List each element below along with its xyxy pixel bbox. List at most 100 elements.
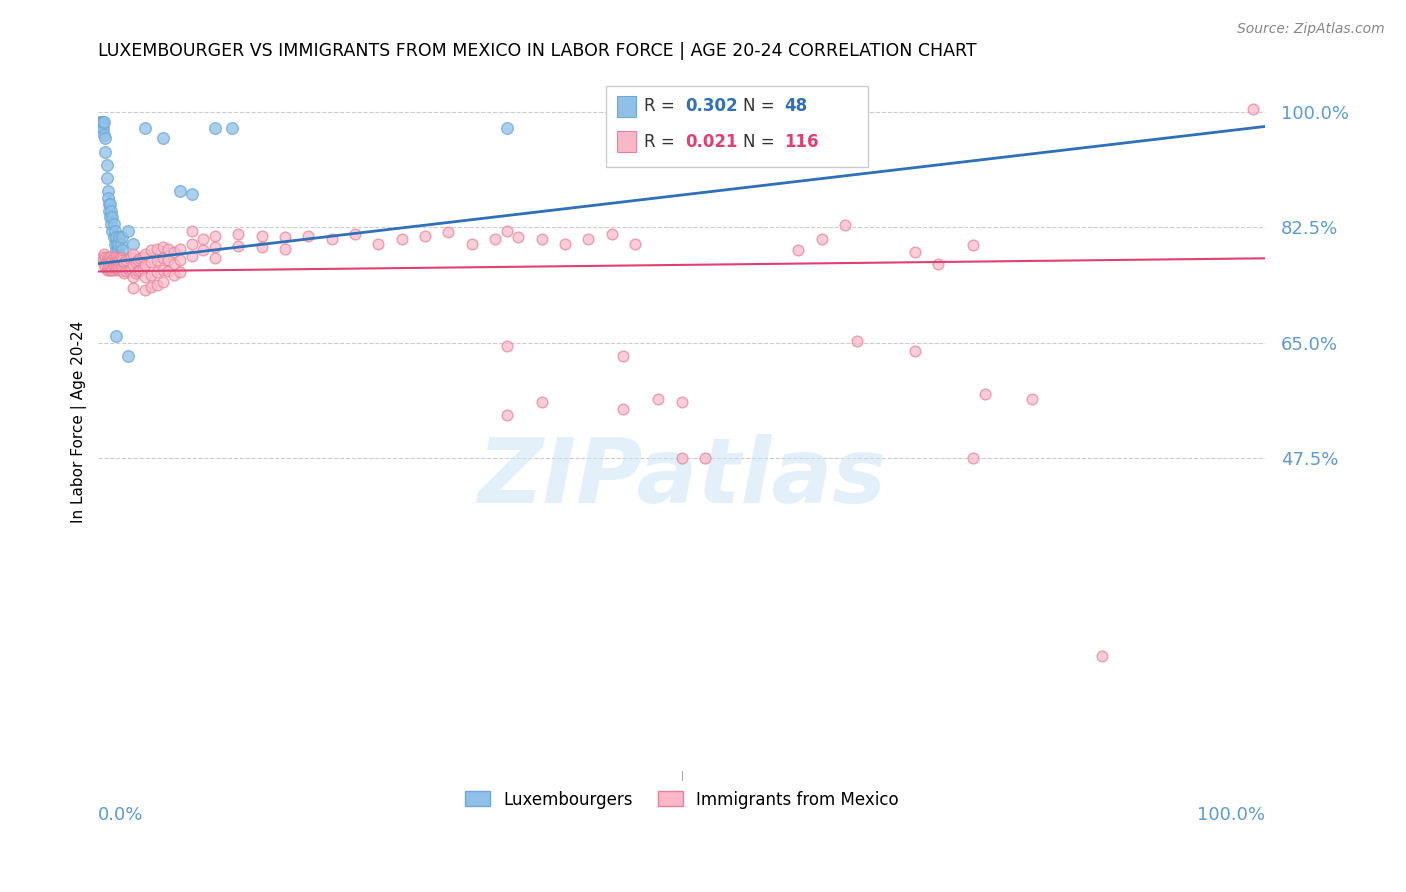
Point — [163, 256, 186, 270]
Point — [105, 250, 128, 264]
Point — [834, 219, 856, 233]
Point — [110, 252, 132, 266]
Point — [125, 255, 148, 269]
Point — [612, 401, 634, 416]
Point — [104, 329, 127, 343]
Point — [110, 261, 132, 276]
Point — [612, 349, 634, 363]
Point — [96, 158, 118, 172]
Point — [274, 230, 297, 244]
Point — [1241, 102, 1264, 116]
Point — [204, 240, 226, 254]
Point — [221, 121, 243, 136]
Point — [104, 236, 127, 251]
Point — [297, 228, 319, 243]
Point — [101, 211, 124, 225]
Point — [904, 244, 927, 259]
Point — [131, 250, 153, 264]
Point — [508, 230, 530, 244]
Text: R =: R = — [644, 133, 675, 151]
Point — [93, 256, 115, 270]
Point — [169, 253, 191, 268]
Point — [111, 244, 134, 258]
Point — [204, 252, 226, 266]
Point — [96, 253, 118, 268]
Point — [169, 184, 191, 198]
Point — [94, 145, 117, 159]
Point — [495, 408, 517, 422]
Point — [134, 121, 156, 136]
Point — [117, 349, 139, 363]
Point — [274, 242, 297, 256]
Point — [904, 343, 927, 358]
Point — [495, 339, 517, 353]
Point — [204, 228, 226, 243]
Point — [152, 131, 174, 145]
Text: Source: ZipAtlas.com: Source: ZipAtlas.com — [1237, 22, 1385, 37]
Point — [122, 258, 145, 272]
Point — [107, 252, 129, 266]
Point — [413, 228, 436, 243]
Text: 100.0%: 100.0% — [1197, 806, 1265, 824]
Point — [228, 239, 250, 253]
Point — [97, 263, 120, 277]
Point — [112, 255, 135, 269]
Point — [163, 244, 186, 259]
Point — [134, 258, 156, 272]
Point — [105, 253, 128, 268]
Point — [169, 265, 191, 279]
Point — [94, 250, 117, 264]
Point — [97, 184, 120, 198]
Point — [139, 279, 162, 293]
Point — [647, 392, 669, 406]
Point — [101, 263, 124, 277]
Point — [91, 115, 114, 129]
Point — [157, 264, 180, 278]
Point — [98, 250, 121, 264]
Point — [152, 263, 174, 277]
Point — [180, 187, 202, 202]
Point — [97, 253, 120, 268]
Text: ZIPatlas: ZIPatlas — [477, 434, 886, 522]
Point — [94, 131, 117, 145]
Point — [98, 260, 121, 274]
Point — [139, 244, 162, 258]
Point — [111, 264, 134, 278]
Point — [495, 224, 517, 238]
Point — [484, 231, 506, 245]
Point — [97, 191, 120, 205]
Text: 116: 116 — [785, 133, 818, 151]
Point — [117, 224, 139, 238]
Point — [97, 250, 120, 264]
Point — [118, 263, 141, 277]
Point — [94, 260, 117, 274]
Text: 48: 48 — [785, 97, 807, 115]
Point — [367, 236, 389, 251]
Point — [108, 250, 131, 264]
Point — [169, 242, 191, 256]
Point — [693, 450, 716, 465]
Point — [129, 263, 152, 277]
Point — [134, 269, 156, 284]
Text: 0.021: 0.021 — [685, 133, 738, 151]
Point — [104, 224, 127, 238]
Point — [111, 253, 134, 268]
Point — [180, 224, 202, 238]
Point — [810, 231, 832, 245]
Point — [530, 231, 553, 245]
Y-axis label: In Labor Force | Age 20-24: In Labor Force | Age 20-24 — [72, 320, 87, 523]
Point — [131, 261, 153, 276]
FancyBboxPatch shape — [617, 96, 636, 117]
Point — [152, 240, 174, 254]
Point — [100, 203, 122, 218]
Point — [157, 253, 180, 268]
Point — [927, 256, 949, 270]
Point — [91, 253, 114, 268]
Point — [495, 121, 517, 136]
Point — [98, 197, 121, 211]
Point — [180, 236, 202, 251]
Point — [145, 242, 167, 256]
Text: LUXEMBOURGER VS IMMIGRANTS FROM MEXICO IN LABOR FORCE | AGE 20-24 CORRELATION CH: LUXEMBOURGER VS IMMIGRANTS FROM MEXICO I… — [98, 42, 977, 60]
Point — [104, 260, 127, 274]
Point — [107, 236, 129, 251]
